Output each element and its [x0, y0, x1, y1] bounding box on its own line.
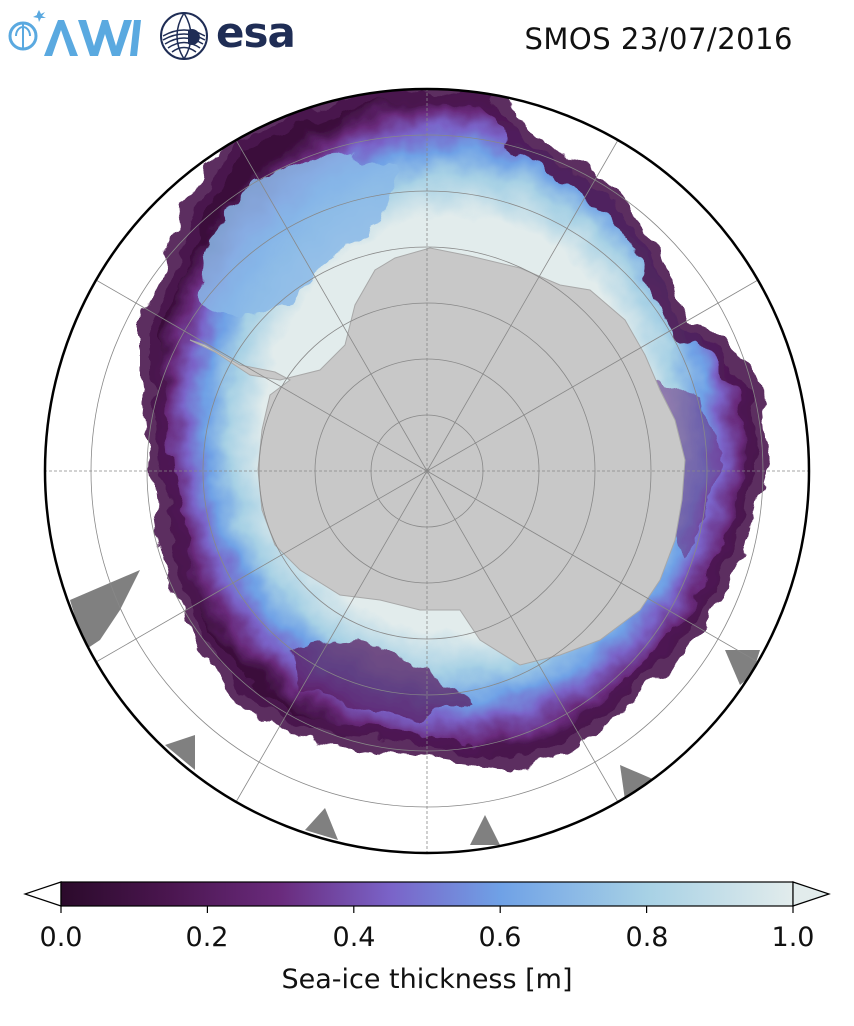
colorbar-label: Sea-ice thickness [m] — [281, 964, 573, 995]
colorbar-graphic — [23, 881, 831, 913]
colorbar-tick-label: 0.2 — [185, 922, 229, 953]
colorbar-tick-label: 1.0 — [771, 922, 815, 953]
australia-land — [725, 650, 760, 685]
esa-wordmark: esa — [216, 8, 296, 57]
header: esa SMOS 23/07/2016 — [0, 0, 854, 80]
island-land-3 — [470, 815, 500, 845]
colorbar-extend-high — [792, 881, 831, 907]
esa-globe-icon — [160, 12, 208, 60]
colorbar-tick-label: 0.8 — [625, 922, 669, 953]
map-panel — [0, 80, 854, 870]
south-america-land — [70, 570, 140, 650]
new-zealand-land — [620, 765, 655, 800]
colorbar-tick-label: 0.0 — [39, 922, 83, 953]
map-title: SMOS 23/07/2016 — [524, 22, 793, 56]
colorbar-tick-label: 0.6 — [478, 922, 522, 953]
sea-ice-thin-rim — [139, 89, 770, 772]
map-boundary — [43, 87, 811, 855]
island-land-1 — [165, 735, 195, 770]
polar-map — [43, 87, 811, 855]
esa-logo: esa — [158, 8, 308, 62]
island-land-2 — [305, 808, 338, 840]
awi-logo — [6, 8, 146, 62]
colorbar — [20, 876, 834, 916]
colorbar-gradient — [60, 881, 794, 907]
colorbar-extend-low — [23, 881, 62, 907]
antarctica-land — [189, 247, 686, 666]
colorbar-tick-label: 0.4 — [332, 922, 376, 953]
graticule — [45, 89, 809, 853]
awi-logo-graphic — [8, 10, 141, 56]
weddell-thick-ice — [200, 150, 400, 320]
ross-thin-ice — [290, 640, 470, 720]
colorbar-ticks — [60, 906, 794, 913]
